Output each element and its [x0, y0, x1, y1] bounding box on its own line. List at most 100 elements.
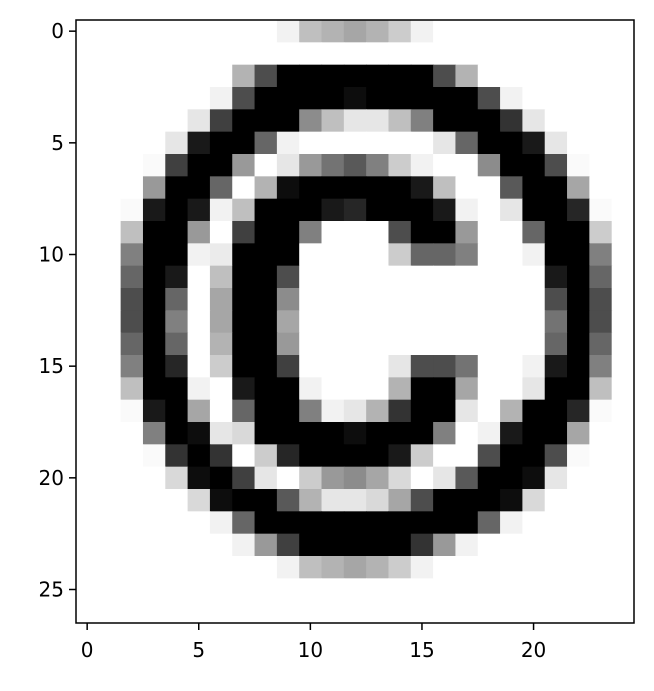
heatmap-cell [522, 310, 546, 334]
heatmap-cell [98, 399, 122, 423]
heatmap-cell [276, 511, 300, 535]
heatmap-cell [142, 288, 166, 311]
heatmap-cell [343, 377, 367, 401]
heatmap-cell [254, 489, 278, 512]
heatmap-cell [98, 87, 122, 110]
heatmap-cell [98, 578, 122, 602]
heatmap-cell [254, 355, 278, 378]
heatmap-cell [410, 42, 434, 66]
heatmap-cell [410, 87, 434, 110]
heatmap-cell [544, 600, 568, 624]
heatmap-cell [522, 154, 546, 177]
heatmap-cell [611, 444, 635, 468]
heatmap-cell [343, 355, 367, 378]
heatmap-cell [142, 265, 166, 289]
heatmap-cell [611, 131, 635, 155]
heatmap-cell [544, 489, 568, 512]
heatmap-cell [120, 556, 144, 579]
heatmap-cell [433, 243, 457, 267]
heatmap-cell [76, 288, 99, 311]
heatmap-cell [299, 198, 323, 222]
heatmap-cell [388, 377, 412, 401]
heatmap-cell [343, 87, 367, 110]
heatmap-cell [388, 176, 412, 200]
heatmap-cell [410, 221, 434, 244]
heatmap-cell [165, 176, 189, 200]
heatmap-cell [276, 243, 300, 267]
heatmap-cell [321, 64, 345, 88]
heatmap-cell [142, 131, 166, 155]
heatmap-cell [567, 578, 590, 602]
heatmap-cell [299, 422, 323, 445]
heatmap-cell [165, 64, 189, 88]
heatmap-cell [187, 399, 211, 423]
heatmap-cell [232, 265, 256, 289]
heatmap-cell [388, 533, 412, 557]
heatmap-cell [500, 243, 523, 267]
heatmap-cell [500, 556, 523, 579]
heatmap-cell [477, 20, 501, 43]
heatmap-cell [254, 265, 278, 289]
heatmap-cell [589, 578, 613, 602]
heatmap-cell [589, 64, 613, 88]
heatmap-cell [455, 64, 479, 88]
heatmap-cell [410, 109, 434, 133]
heatmap-cell [433, 288, 457, 311]
heatmap-cell [120, 109, 144, 133]
heatmap-cell [76, 198, 99, 222]
heatmap-cell [209, 556, 233, 579]
heatmap-cell [120, 489, 144, 512]
heatmap-cell [589, 533, 613, 557]
heatmap-cell [254, 198, 278, 222]
heatmap-cell [321, 377, 345, 401]
heatmap-cell [366, 243, 390, 267]
heatmap-cell [366, 265, 390, 289]
heatmap-cell [500, 131, 523, 155]
heatmap-cell [76, 20, 99, 43]
heatmap-cell [522, 466, 546, 490]
heatmap-cell [343, 511, 367, 535]
heatmap-cell [477, 221, 501, 244]
heatmap-cell [321, 42, 345, 66]
heatmap-cell [500, 154, 523, 177]
heatmap-cell [76, 422, 99, 445]
heatmap-cell [276, 399, 300, 423]
heatmap-cell [522, 422, 546, 445]
heatmap-cell [544, 288, 568, 311]
heatmap-cell [544, 221, 568, 244]
heatmap-cell [232, 377, 256, 401]
heatmap-cell [589, 265, 613, 289]
heatmap-cell [500, 332, 523, 356]
heatmap-cell [567, 511, 590, 535]
heatmap-cell [567, 332, 590, 356]
heatmap-cell [522, 533, 546, 557]
heatmap-cell [522, 243, 546, 267]
heatmap-cell [343, 310, 367, 334]
heatmap-cell [433, 131, 457, 155]
heatmap-cell [165, 310, 189, 334]
heatmap-cell [567, 399, 590, 423]
heatmap-cell [209, 466, 233, 490]
heatmap-cell [165, 198, 189, 222]
heatmap-cell [142, 533, 166, 557]
heatmap-cell [544, 154, 568, 177]
heatmap-cell [388, 64, 412, 88]
heatmap-cells [76, 20, 635, 624]
heatmap-cell [232, 422, 256, 445]
heatmap-cell [165, 422, 189, 445]
heatmap-cell [589, 87, 613, 110]
heatmap-cell [276, 466, 300, 490]
heatmap-cell [299, 109, 323, 133]
heatmap-cell [276, 154, 300, 177]
heatmap-cell [522, 87, 546, 110]
heatmap-cell [500, 198, 523, 222]
heatmap-cell [477, 310, 501, 334]
heatmap-cell [611, 221, 635, 244]
heatmap-cell [142, 42, 166, 66]
heatmap-cell [455, 221, 479, 244]
heatmap-cell [544, 355, 568, 378]
heatmap-cell [366, 466, 390, 490]
heatmap-cell [388, 355, 412, 378]
heatmap-cell [321, 422, 345, 445]
heatmap-cell [165, 265, 189, 289]
